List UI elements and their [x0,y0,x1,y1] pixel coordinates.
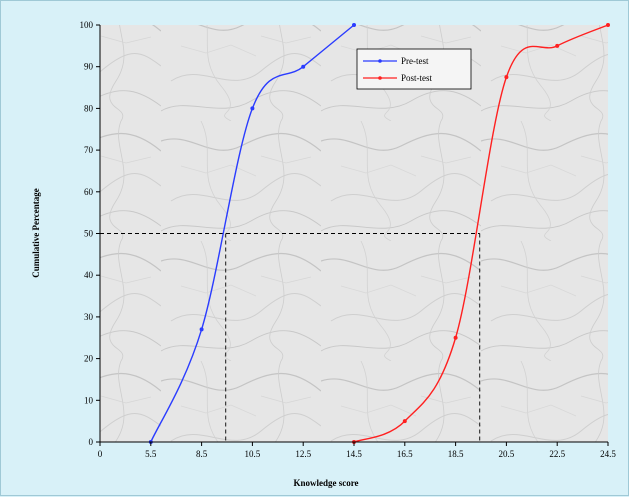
x-tick-label: 8.5 [196,449,208,459]
data-point-post-test-1 [402,419,407,424]
y-tick-label: 100 [80,20,94,30]
y-tick-label: 80 [84,103,94,113]
reference-lines [100,233,481,442]
x-tick-label: 10.5 [245,449,261,459]
y-tick-label: 60 [84,187,94,197]
legend-marker-pre-test [378,59,382,63]
x-tick-label: 14.5 [346,449,362,459]
y-tick-label: 40 [84,270,94,280]
y-tick-label: 70 [84,145,94,155]
data-point-post-test-5 [606,23,610,27]
x-axis-ticks: 0 5.5 8.5 10.5 12.5 14.5 16.5 18.5 20.5 22.5 24.5 [98,442,616,459]
y-tick-label: 50 [84,229,94,239]
y-tick-label: 0 [89,437,94,447]
y-tick-label: 20 [84,354,94,364]
y-axis-ticks: 0 10 20 30 40 50 60 70 80 90 100 [80,20,100,447]
x-tick-label: 22.5 [549,449,565,459]
data-point-post-test-3 [504,75,509,80]
x-tick-label: 12.5 [295,449,311,459]
series-line-pre-test [150,24,355,443]
x-tick-label: 16.5 [397,449,413,459]
legend-marker-post-test [378,76,382,80]
x-tick-label: 5.5 [145,449,157,459]
x-axis-title: Knowledge score [293,478,358,488]
legend: Pre-test Post-test [356,48,472,90]
data-point-post-test-4 [555,43,560,48]
x-tick-label: 18.5 [448,449,464,459]
legend-label-post-test: Post-test [401,73,433,83]
series-layer [148,23,610,444]
x-tick-label: 20.5 [499,449,515,459]
x-tick-label: 24.5 [600,449,616,459]
x-tick-label: 0 [98,449,103,459]
data-point-pre-test-1 [199,327,204,332]
data-point-pre-test-2 [250,106,255,111]
legend-box [356,48,472,90]
data-point-pre-test-3 [301,64,306,69]
y-tick-label: 10 [84,395,94,405]
legend-label-pre-test: Pre-test [401,56,429,66]
y-tick-label: 90 [84,62,94,72]
y-tick-label: 30 [84,312,94,322]
data-point-post-test-2 [453,335,458,340]
y-axis-title: Cumulative Percentage [31,188,41,278]
data-point-pre-test-4 [352,23,356,27]
